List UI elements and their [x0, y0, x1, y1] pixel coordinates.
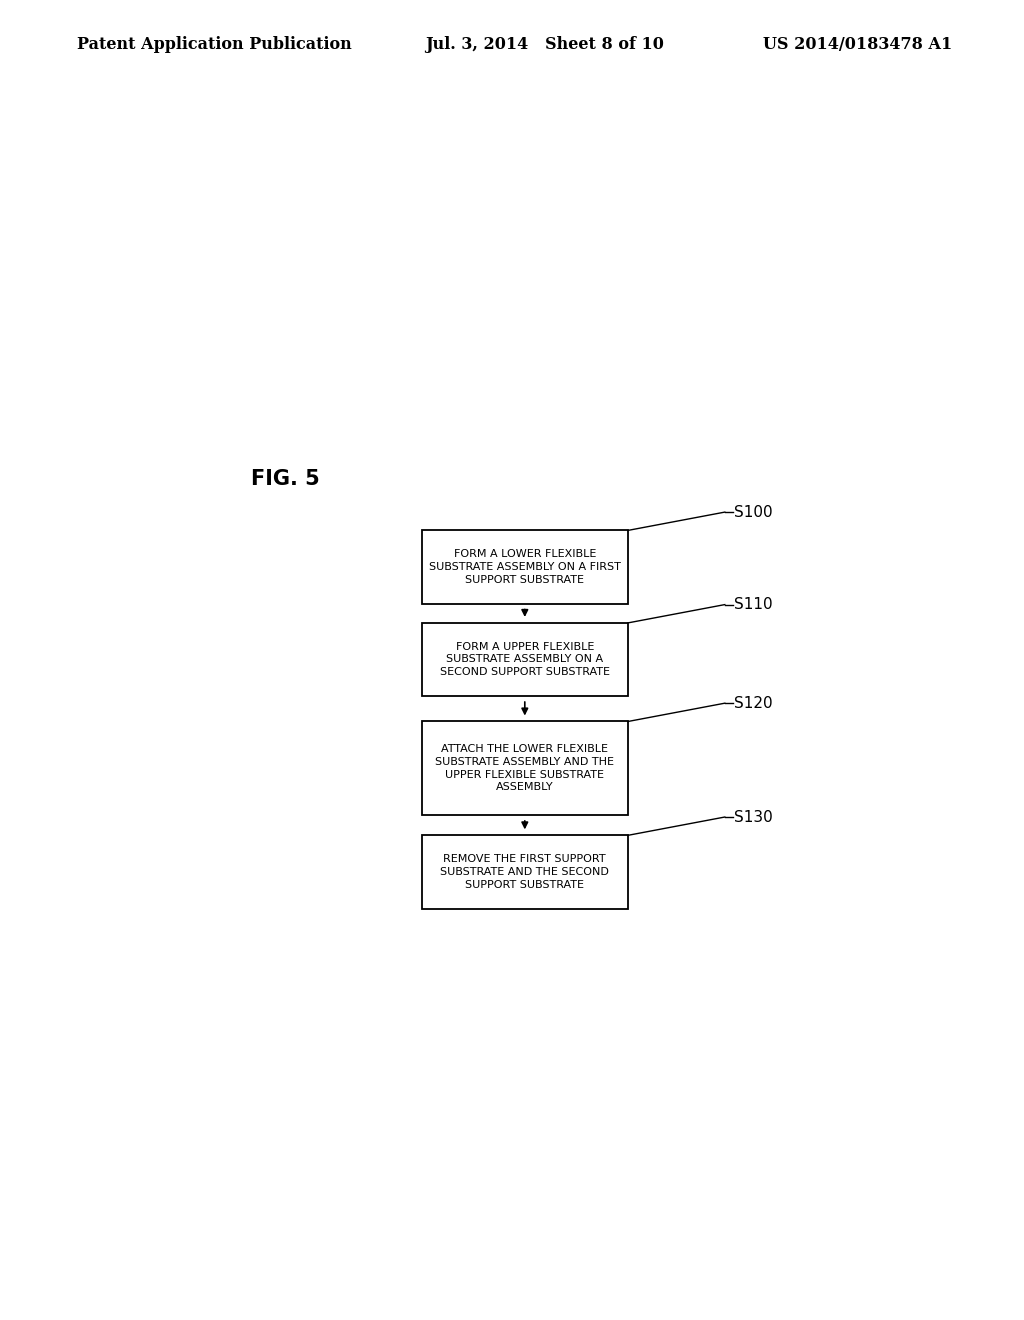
Text: FIG. 5: FIG. 5 [251, 469, 319, 488]
Text: FORM A LOWER FLEXIBLE
SUBSTRATE ASSEMBLY ON A FIRST
SUPPORT SUBSTRATE: FORM A LOWER FLEXIBLE SUBSTRATE ASSEMBLY… [429, 549, 621, 585]
Text: ATTACH THE LOWER FLEXIBLE
SUBSTRATE ASSEMBLY AND THE
UPPER FLEXIBLE SUBSTRATE
AS: ATTACH THE LOWER FLEXIBLE SUBSTRATE ASSE… [435, 744, 614, 792]
Bar [422, 722, 628, 814]
Text: FORM A UPPER FLEXIBLE
SUBSTRATE ASSEMBLY ON A
SECOND SUPPORT SUBSTRATE: FORM A UPPER FLEXIBLE SUBSTRATE ASSEMBLY… [439, 642, 610, 677]
Text: S120: S120 [734, 696, 773, 710]
Text: S130: S130 [734, 809, 773, 825]
Text: REMOVE THE FIRST SUPPORT
SUBSTRATE AND THE SECOND
SUPPORT SUBSTRATE: REMOVE THE FIRST SUPPORT SUBSTRATE AND T… [440, 854, 609, 890]
Text: Patent Application Publication: Patent Application Publication [77, 36, 351, 53]
Bar [422, 836, 628, 908]
Text: S110: S110 [734, 597, 773, 612]
Bar [422, 623, 628, 696]
Text: US 2014/0183478 A1: US 2014/0183478 A1 [763, 36, 952, 53]
Text: Jul. 3, 2014   Sheet 8 of 10: Jul. 3, 2014 Sheet 8 of 10 [425, 36, 664, 53]
Text: S100: S100 [734, 504, 773, 520]
Bar [422, 531, 628, 603]
